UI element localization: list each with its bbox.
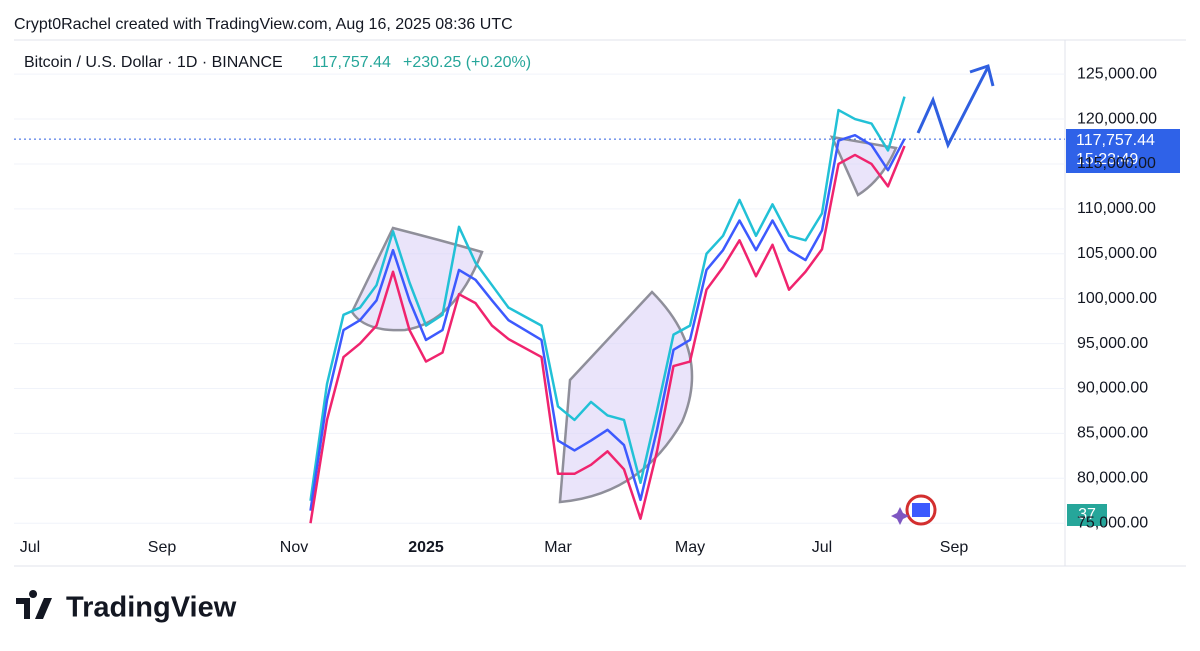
pattern-shape	[558, 290, 694, 504]
last-price-label: 117,757.44	[1076, 132, 1155, 149]
x-tick-label: Sep	[940, 539, 969, 556]
x-tick-label: May	[675, 539, 705, 556]
grid	[14, 73, 1065, 524]
brand-logo: TradingView	[16, 590, 237, 624]
countdown: 15:23:49	[1076, 151, 1138, 168]
y-tick-label: 95,000.00	[1077, 335, 1148, 352]
x-tick-label: Nov	[280, 539, 308, 556]
brand-mark	[16, 590, 52, 619]
price-lines	[309, 96, 906, 524]
y-tick-label: 115,000.00	[1077, 155, 1156, 172]
y-tick-label: 75,000.00	[1077, 514, 1148, 531]
price-line	[309, 133, 906, 511]
brand-name: TradingView	[66, 592, 237, 624]
sparkle-icon	[891, 507, 909, 525]
projection-arrow	[916, 66, 990, 149]
price-line	[309, 145, 906, 524]
x-tick-label: Jul	[812, 539, 832, 556]
volume-badge	[1067, 504, 1107, 526]
price-line	[309, 96, 906, 501]
x-tick-label: 2025	[408, 539, 444, 556]
x-tick-label: Sep	[148, 539, 177, 556]
attribution: Crypt0Rachel created with TradingView.co…	[14, 16, 513, 33]
projection-arrow-head	[969, 64, 995, 87]
y-tick-label: 110,000.00	[1077, 200, 1156, 217]
y-tick-label: 120,000.00	[1077, 110, 1157, 127]
x-tick-label: Mar	[544, 539, 572, 556]
symbol-title: Bitcoin / U.S. Dollar · 1D · BINANCE	[24, 54, 283, 71]
y-tick-label: 105,000.00	[1077, 245, 1157, 262]
y-tick-label: 85,000.00	[1077, 425, 1148, 442]
header-price: 117,757.44	[312, 54, 391, 71]
x-tick-label: Jul	[20, 539, 40, 556]
flag-icon-body	[912, 503, 930, 517]
y-tick-label: 100,000.00	[1077, 290, 1157, 307]
header-change: +230.25 (+0.20%)	[403, 54, 531, 71]
y-tick-label: 90,000.00	[1077, 380, 1148, 397]
y-tick-label: 80,000.00	[1077, 470, 1148, 487]
y-tick-label: 125,000.00	[1077, 65, 1157, 82]
volume-badge-label: 37	[1078, 506, 1096, 523]
last-price-box	[1066, 129, 1180, 173]
